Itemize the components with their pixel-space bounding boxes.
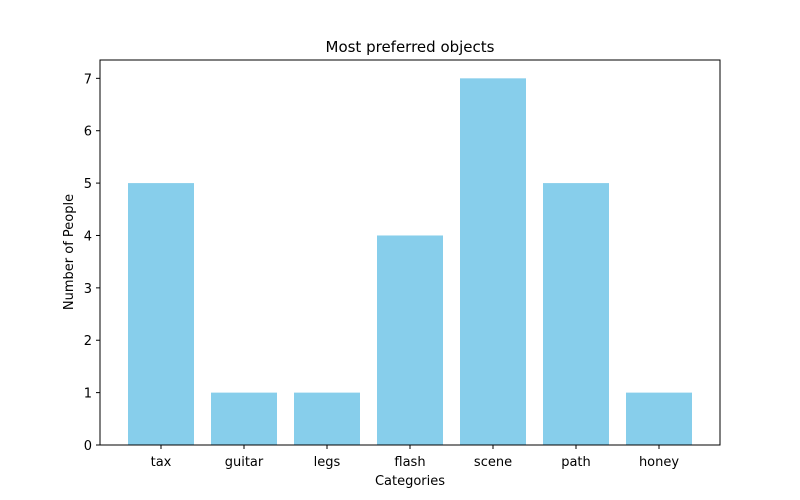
y-tick-label: 2: [84, 334, 92, 349]
y-tick-label: 4: [84, 229, 92, 244]
x-axis-ticks: tax guitar legs flash scene path honey: [151, 445, 679, 470]
y-tick-label: 6: [84, 125, 92, 140]
x-axis-label: Categories: [375, 474, 445, 489]
bar-legs: [294, 392, 360, 445]
bar-path: [543, 183, 609, 445]
x-tick-label: tax: [151, 455, 172, 470]
y-axis-label: Number of People: [62, 194, 77, 310]
bars-layer: [128, 78, 692, 445]
y-tick-label: 5: [84, 177, 92, 192]
x-tick-label: honey: [639, 455, 679, 470]
x-tick-label: guitar: [225, 455, 264, 470]
bar-flash: [377, 235, 443, 445]
bar-tax: [128, 183, 194, 445]
bar-guitar: [211, 392, 277, 445]
bar-scene: [460, 78, 526, 445]
y-tick-label: 3: [84, 282, 92, 297]
bar-honey: [626, 392, 692, 445]
y-tick-label: 7: [84, 72, 92, 87]
x-tick-label: scene: [474, 455, 512, 470]
y-tick-label: 1: [84, 387, 92, 402]
y-axis-ticks: 0 1 2 3 4 5 6 7: [84, 72, 100, 454]
x-tick-label: flash: [394, 455, 425, 470]
x-tick-label: legs: [314, 455, 341, 470]
x-tick-label: path: [561, 455, 591, 470]
y-tick-label: 0: [84, 439, 92, 454]
chart-title: Most preferred objects: [326, 38, 495, 56]
plot-frame: [99, 59, 721, 446]
